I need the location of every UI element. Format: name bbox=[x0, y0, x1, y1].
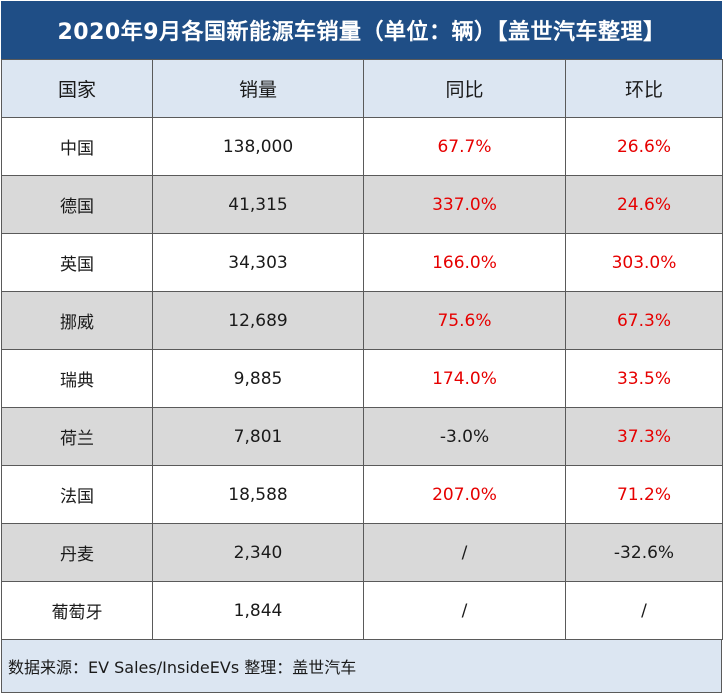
column-header-yoy: 同比 bbox=[363, 59, 566, 118]
yoy-cell: -3.0% bbox=[363, 407, 566, 466]
table-row: 荷兰 7,801 -3.0% 37.3% bbox=[1, 407, 723, 466]
yoy-cell: 174.0% bbox=[363, 349, 566, 408]
mom-cell: / bbox=[565, 581, 723, 640]
mom-cell: 303.0% bbox=[565, 233, 723, 292]
mom-cell: 37.3% bbox=[565, 407, 723, 466]
table-row: 德国 41,315 337.0% 24.6% bbox=[1, 175, 723, 234]
table-row: 瑞典 9,885 174.0% 33.5% bbox=[1, 349, 723, 408]
table-title: 2020年9月各国新能源车销量（单位：辆）【盖世汽车整理】 bbox=[1, 1, 722, 59]
country-cell: 英国 bbox=[1, 233, 153, 292]
country-cell: 瑞典 bbox=[1, 349, 153, 408]
sales-cell: 34,303 bbox=[152, 233, 364, 292]
yoy-cell: 337.0% bbox=[363, 175, 566, 234]
yoy-cell: / bbox=[363, 581, 566, 640]
country-cell: 德国 bbox=[1, 175, 153, 234]
header-row: 国家 销量 同比 环比 bbox=[1, 59, 723, 118]
source-footer: 数据来源：EV Sales/InsideEVs 整理：盖世汽车 bbox=[1, 639, 722, 693]
table-row: 法国 18,588 207.0% 71.2% bbox=[1, 465, 723, 524]
table-row: 挪威 12,689 75.6% 67.3% bbox=[1, 291, 723, 350]
sales-cell: 1,844 bbox=[152, 581, 364, 640]
country-cell: 中国 bbox=[1, 117, 153, 176]
yoy-cell: / bbox=[363, 523, 566, 582]
sales-cell: 9,885 bbox=[152, 349, 364, 408]
mom-cell: 67.3% bbox=[565, 291, 723, 350]
mom-cell: -32.6% bbox=[565, 523, 723, 582]
country-cell: 丹麦 bbox=[1, 523, 153, 582]
mom-cell: 71.2% bbox=[565, 465, 723, 524]
mom-cell: 24.6% bbox=[565, 175, 723, 234]
table-row: 英国 34,303 166.0% 303.0% bbox=[1, 233, 723, 292]
yoy-cell: 67.7% bbox=[363, 117, 566, 176]
country-cell: 法国 bbox=[1, 465, 153, 524]
table-row: 丹麦 2,340 / -32.6% bbox=[1, 523, 723, 582]
column-header-mom: 环比 bbox=[565, 59, 723, 118]
sales-table: 国家 销量 同比 环比 中国 138,000 67.7% 26.6% 德国 41… bbox=[1, 59, 723, 640]
country-cell: 荷兰 bbox=[1, 407, 153, 466]
table-row: 葡萄牙 1,844 / / bbox=[1, 581, 723, 640]
sales-cell: 41,315 bbox=[152, 175, 364, 234]
yoy-cell: 207.0% bbox=[363, 465, 566, 524]
sales-cell: 18,588 bbox=[152, 465, 364, 524]
sales-cell: 138,000 bbox=[152, 117, 364, 176]
country-cell: 葡萄牙 bbox=[1, 581, 153, 640]
column-header-country: 国家 bbox=[1, 59, 153, 118]
country-cell: 挪威 bbox=[1, 291, 153, 350]
sales-cell: 2,340 bbox=[152, 523, 364, 582]
column-header-sales: 销量 bbox=[152, 59, 364, 118]
sales-cell: 7,801 bbox=[152, 407, 364, 466]
table-row: 中国 138,000 67.7% 26.6% bbox=[1, 117, 723, 176]
sales-cell: 12,689 bbox=[152, 291, 364, 350]
mom-cell: 33.5% bbox=[565, 349, 723, 408]
yoy-cell: 75.6% bbox=[363, 291, 566, 350]
yoy-cell: 166.0% bbox=[363, 233, 566, 292]
mom-cell: 26.6% bbox=[565, 117, 723, 176]
